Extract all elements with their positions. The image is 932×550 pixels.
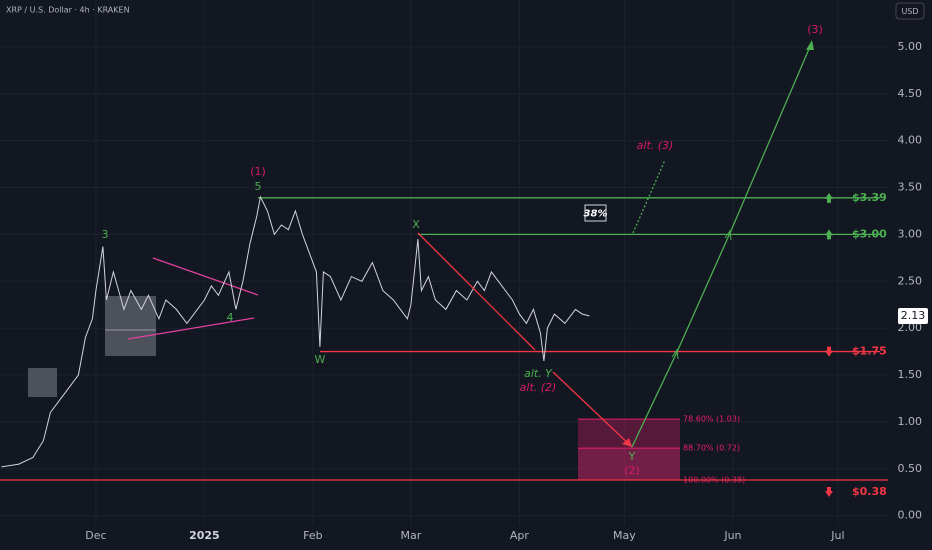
- x-tick-label: Jul: [830, 529, 844, 542]
- alt-projection: [632, 159, 666, 234]
- wave-label: W: [315, 353, 326, 366]
- price-line: [1, 195, 590, 468]
- wave-label: Y: [628, 450, 636, 463]
- y-tick-label: 2.50: [898, 274, 923, 287]
- wave-label: 3: [102, 228, 109, 241]
- x-tick-label: Mar: [401, 529, 422, 542]
- triangle-line: [152, 257, 259, 296]
- y-tick-label: 3.00: [898, 227, 923, 240]
- wave-label: 4: [227, 311, 234, 324]
- y-tick-label: 2.00: [898, 321, 923, 334]
- arrow: [552, 371, 633, 448]
- level-label: $1.75: [852, 345, 887, 358]
- projection: [631, 41, 813, 448]
- x-tick-label: Jun: [723, 529, 741, 542]
- x-tick-label: May: [613, 529, 636, 542]
- levels: $3.39 $3.00 $1.75 $0.38: [0, 191, 888, 498]
- y-tick-label: 4.00: [898, 134, 923, 147]
- fib-zone: 78.60% (1.03)88.70% (0.72)100.00% (0.38): [578, 415, 745, 485]
- x-tick-label: 2025: [189, 529, 220, 542]
- x-tick-label: Apr: [510, 529, 530, 542]
- fib-area: [578, 448, 680, 480]
- price-tag: [898, 307, 928, 324]
- y-tick-label: 4.50: [898, 87, 923, 100]
- arrowhead: [724, 229, 732, 241]
- box: [105, 296, 156, 356]
- level-label: $3.00: [852, 227, 887, 240]
- arrow: [417, 232, 536, 351]
- y-tick-label: 0.00: [898, 509, 923, 522]
- y-tick-label: 1.00: [898, 415, 923, 428]
- wave-label: (2): [624, 464, 640, 477]
- y-tick-label: 5.00: [898, 40, 923, 53]
- level-label: $3.39: [852, 191, 887, 204]
- wave-label: (3): [807, 23, 823, 36]
- level-arrow: [825, 229, 833, 240]
- arrowhead: [671, 348, 679, 360]
- price-tag-label: 2.13: [901, 309, 926, 322]
- arrowhead: [622, 438, 632, 447]
- fib-label: 78.60% (1.03): [683, 415, 740, 424]
- percent-label: 38%: [584, 209, 608, 220]
- x-tick-label: Feb: [303, 529, 322, 542]
- y-tick-label: 3.50: [898, 181, 923, 194]
- wave-label: alt. (3): [637, 139, 674, 152]
- fib-label: 88.70% (0.72): [683, 444, 740, 453]
- wave-label: X: [412, 218, 420, 231]
- wave-label: (1): [250, 165, 266, 178]
- percent-box: [584, 204, 607, 222]
- x-tick-label: Dec: [85, 529, 106, 542]
- currency: USD: [901, 7, 918, 16]
- wave-label: alt. Y: [524, 367, 553, 380]
- y-tick-label: 0.50: [898, 462, 923, 475]
- level-arrow: [825, 487, 833, 497]
- arrowhead: [806, 40, 814, 50]
- symbol: XRP / U.S. Dollar · 4h · KRAKEN: [6, 6, 130, 15]
- box: [28, 368, 57, 397]
- level-label: $0.38: [852, 485, 887, 498]
- wave-label: alt. (2): [520, 381, 557, 394]
- triangle-line: [127, 317, 255, 340]
- wave-label: 5: [255, 180, 262, 193]
- level-arrow: [825, 346, 833, 357]
- currency-box[interactable]: [895, 2, 925, 20]
- y-tick-label: 1.50: [898, 368, 923, 381]
- level-arrow: [825, 192, 833, 203]
